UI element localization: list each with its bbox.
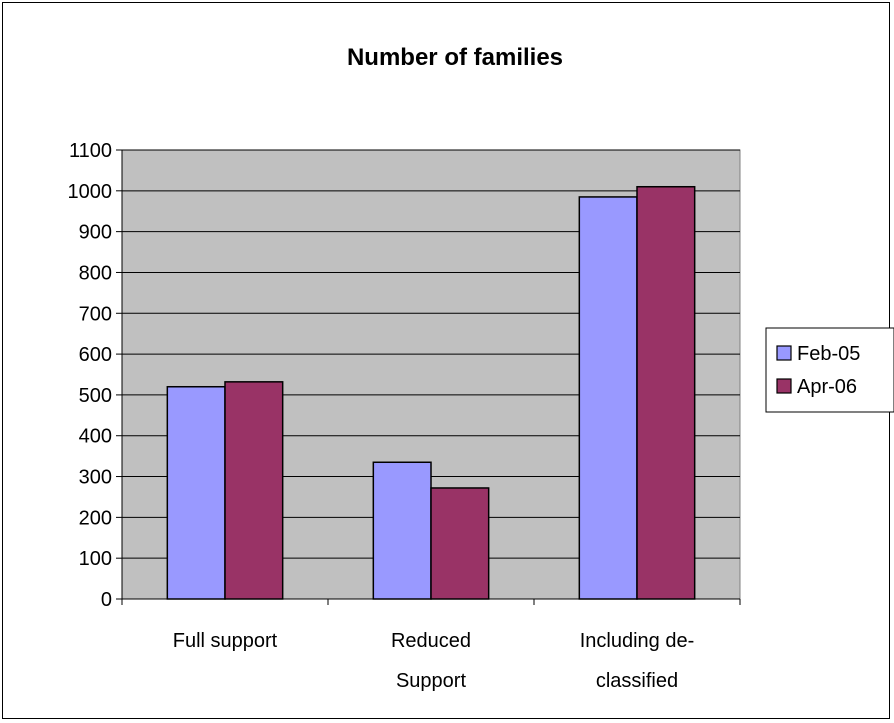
y-tick-label: 700 (79, 303, 112, 325)
legend-swatch (776, 345, 792, 361)
y-tick-label: 400 (79, 426, 112, 448)
y-tick-label: 500 (79, 385, 112, 407)
x-tick-label: Reduced Support (391, 630, 471, 692)
legend: Feb-05 Apr-06 (765, 327, 894, 413)
bar-feb-05-0 (166, 385, 226, 600)
y-tick-label: 1100 (69, 140, 112, 162)
y-tick-label: 0 (101, 589, 112, 611)
y-tick-label: 900 (79, 222, 112, 244)
y-tick-label: 100 (79, 548, 112, 570)
bars (166, 185, 696, 600)
legend-label: Feb-05 (797, 343, 860, 365)
legend-label: Apr-06 (797, 376, 857, 398)
x-axis: Full support Reduced Support Including de-c… (121, 598, 741, 692)
x-tick-label: Full support (173, 630, 278, 652)
bar-apr-06-1 (430, 487, 490, 600)
y-tick-label: 300 (79, 467, 112, 489)
chart-title: Number of families (347, 44, 563, 71)
y-tick-label: 1000 (68, 181, 113, 203)
y-tick-label: 200 (79, 507, 112, 529)
legend-swatch (776, 378, 792, 394)
y-tick-label: 800 (79, 262, 112, 284)
x-tick-label: Including de-classified (580, 630, 695, 692)
bar-apr-06-0 (224, 381, 284, 600)
y-axis: 0 100 200 300 400 500 600 700 800 900 1000 1100 (68, 140, 123, 611)
bar-feb-05-2 (578, 196, 638, 600)
y-tick-label: 600 (79, 344, 112, 366)
legend-box (765, 327, 894, 413)
bar-feb-05-1 (372, 461, 432, 600)
bar-apr-06-2 (636, 185, 696, 600)
